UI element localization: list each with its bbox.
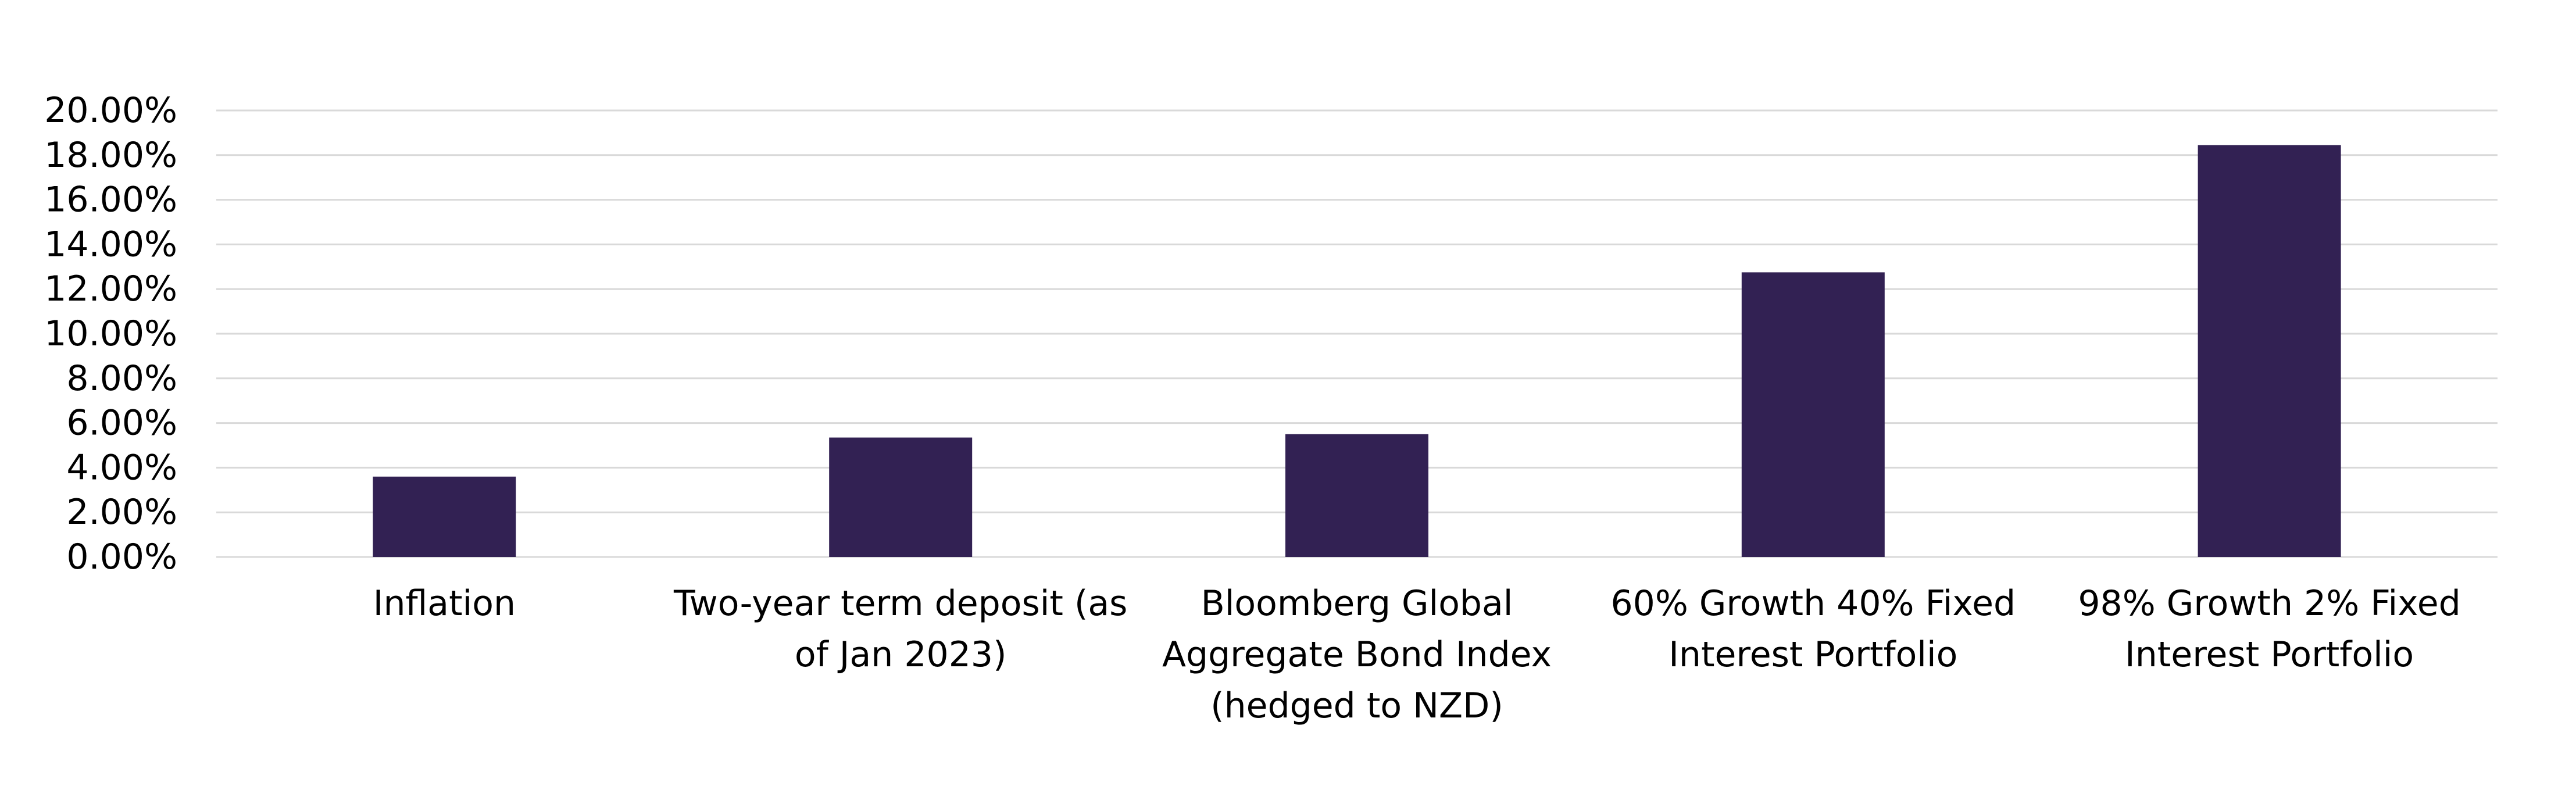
y-axis: 0.00%2.00%4.00%6.00%8.00%10.00%12.00%14.…	[44, 90, 177, 577]
y-tick-label: 0.00%	[66, 537, 177, 577]
x-tick-label-line: of Jan 2023)	[795, 634, 1007, 675]
y-tick-label: 18.00%	[44, 135, 177, 176]
x-tick-label-line: (hedged to NZD)	[1210, 685, 1503, 726]
bar	[829, 437, 973, 557]
x-tick-label-line: Inflation	[373, 583, 516, 624]
bars	[373, 145, 2341, 557]
gridlines	[216, 109, 2498, 558]
x-tick-label-line: Aggregate Bond Index	[1162, 634, 1552, 675]
y-tick-label: 6.00%	[66, 403, 177, 444]
bar	[1285, 434, 1428, 557]
x-tick-label: Two-year term deposit (as of Jan 2023)	[673, 583, 1127, 675]
y-tick-label: 4.00%	[66, 447, 177, 488]
x-tick-label-line: Interest Portfolio	[1668, 634, 1957, 675]
x-tick-label: 60% Growth 40% Fixed Interest Portfolio	[1611, 583, 2016, 675]
y-tick-label: 2.00%	[66, 492, 177, 533]
x-tick-label-line: 98% Growth 2% Fixed	[2078, 583, 2460, 624]
x-tick-label: Inflation	[373, 583, 516, 624]
y-tick-label: 20.00%	[44, 90, 177, 131]
y-tick-label: 14.00%	[44, 224, 177, 265]
x-tick-label-line: Two-year term deposit (as	[673, 583, 1127, 624]
y-tick-label: 16.00%	[44, 180, 177, 220]
bar	[373, 476, 516, 557]
x-tick-label: 98% Growth 2% Fixed Interest Portfolio	[2078, 583, 2460, 675]
y-tick-label: 12.00%	[44, 269, 177, 309]
bar	[1741, 272, 1885, 557]
x-axis: Inflation Two-year term deposit (as of Jan…	[373, 583, 2461, 726]
x-tick-label-line: Interest Portfolio	[2125, 634, 2414, 675]
bar	[2198, 145, 2341, 557]
x-tick-label-line: Bloomberg Global	[1201, 583, 1513, 624]
y-tick-label: 10.00%	[44, 313, 177, 354]
x-tick-label: Bloomberg Global Aggregate Bond Index (hed…	[1162, 583, 1552, 726]
y-tick-label: 8.00%	[66, 358, 177, 399]
x-tick-label-line: 60% Growth 40% Fixed	[1611, 583, 2016, 624]
